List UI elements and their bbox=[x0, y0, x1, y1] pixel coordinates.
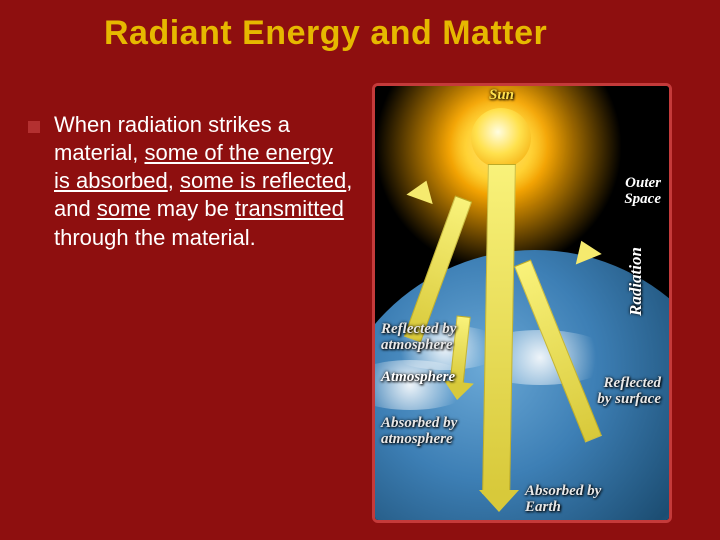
text: Reflected bbox=[604, 375, 661, 391]
label-atmosphere: Atmosphere bbox=[381, 370, 455, 386]
bullet-paragraph: When radiation strikes a material, some … bbox=[54, 111, 354, 252]
text: Reflected by bbox=[381, 321, 456, 337]
arrow-main-radiation bbox=[482, 164, 516, 494]
label-reflected-atmosphere: Reflected by atmosphere bbox=[381, 322, 456, 354]
arrow-head-absorbed-earth bbox=[479, 490, 519, 512]
label-absorbed-earth: Absorbed by Earth bbox=[525, 484, 601, 516]
content-row: When radiation strikes a material, some … bbox=[0, 53, 720, 523]
bullet-text-column: When radiation strikes a material, some … bbox=[24, 83, 354, 523]
label-outer-space: Outer Space bbox=[624, 176, 661, 208]
text: through the material. bbox=[54, 225, 256, 250]
underline-transmitted: transmitted bbox=[235, 196, 344, 221]
text: Outer bbox=[625, 175, 661, 191]
text: Earth bbox=[525, 499, 561, 515]
radiation-diagram: Sun Outer Space Radiation Reflected by a… bbox=[372, 83, 672, 523]
text: , bbox=[168, 168, 180, 193]
text: atmosphere bbox=[381, 431, 453, 447]
text: may be bbox=[151, 196, 235, 221]
underline-reflected: some is reflected bbox=[180, 168, 346, 193]
bullet-item: When radiation strikes a material, some … bbox=[24, 111, 354, 252]
bullet-marker bbox=[28, 121, 40, 133]
label-sun: Sun bbox=[489, 88, 514, 104]
label-reflected-surface: Reflected by surface bbox=[597, 376, 661, 408]
text: Absorbed by bbox=[525, 483, 601, 499]
text: by surface bbox=[597, 391, 661, 407]
text: Absorbed by bbox=[381, 415, 457, 431]
label-radiation: Radiation bbox=[627, 247, 645, 316]
sun-icon bbox=[471, 108, 531, 168]
slide-title: Radiant Energy and Matter bbox=[0, 0, 720, 53]
label-absorbed-atmosphere: Absorbed by atmosphere bbox=[381, 416, 457, 448]
text: Space bbox=[624, 191, 661, 207]
underline-some: some bbox=[97, 196, 151, 221]
text: atmosphere bbox=[381, 337, 453, 353]
